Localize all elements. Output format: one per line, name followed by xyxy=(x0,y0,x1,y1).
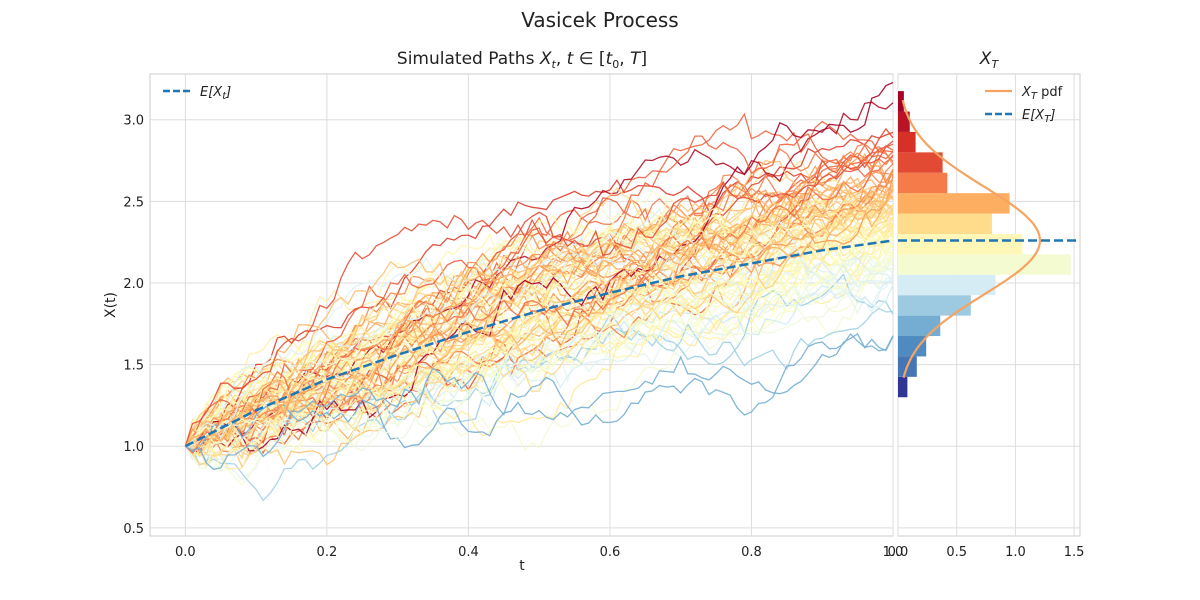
simulated-path xyxy=(185,256,894,453)
legend-terminal-mean-label: E[XT] xyxy=(1022,108,1055,125)
legend-pdf-label: XT pdf xyxy=(1021,85,1063,102)
main-panel-title: Simulated Paths Xt, t ∈ [t0, T] xyxy=(397,49,647,71)
main-y-tick-label: 0.5 xyxy=(123,522,144,537)
histogram-bar xyxy=(898,274,996,296)
simulated-path xyxy=(184,193,894,457)
simulated-path xyxy=(184,245,894,461)
terminal-pdf-curve xyxy=(901,99,1041,378)
histogram-bar xyxy=(898,91,904,112)
main-x-ticks: 0.0 0.2 0.4 0.6 0.8 1.0 xyxy=(175,545,903,560)
simulated-path xyxy=(184,182,894,469)
main-x-tick-label: 0.0 xyxy=(175,545,196,560)
histogram-bar xyxy=(898,336,927,357)
main-x-tick-label: 0.2 xyxy=(317,545,338,560)
main-y-tick-label: 1.0 xyxy=(123,440,144,455)
side-x-ticks: 0.0 0.5 1.0 1.5 xyxy=(888,545,1085,560)
side-x-tick-label: 1.5 xyxy=(1064,545,1085,560)
histogram-bar xyxy=(898,376,908,398)
simulated-path xyxy=(184,131,894,447)
main-y-axis-label: X(t) xyxy=(103,292,119,318)
main-x-tick-label: 0.6 xyxy=(600,545,621,560)
terminal-distribution-panel: 0.0 0.5 1.0 1.5 XT XT pdf E[XT] xyxy=(888,49,1085,560)
simulated-path xyxy=(184,177,894,447)
expected-path-line xyxy=(184,239,894,448)
simulated-path xyxy=(184,186,894,447)
main-x-tick-label: 0.8 xyxy=(741,545,762,560)
main-paths-panel: 0.0 0.2 0.4 0.6 0.8 1.0 0.5 1.0 1.5 2.0 2.5 3.0 Si… xyxy=(103,49,903,574)
simulated-path xyxy=(185,208,894,460)
histogram-bar xyxy=(898,172,948,194)
main-y-tick-label: 2.5 xyxy=(123,195,144,210)
histogram-bar xyxy=(898,295,971,316)
main-x-tick-label: 1.0 xyxy=(883,545,904,560)
histogram-bar xyxy=(898,233,1023,255)
simulated-path xyxy=(184,237,894,469)
simulated-path xyxy=(184,195,894,448)
simulated-path xyxy=(185,250,894,453)
simulated-path xyxy=(185,207,894,447)
histogram-bar xyxy=(898,152,943,173)
main-y-tick-label: 2.0 xyxy=(123,277,144,292)
histogram-bar xyxy=(898,131,916,153)
main-y-tick-label: 1.5 xyxy=(123,359,144,374)
simulated-path xyxy=(184,182,894,456)
main-x-tick-label: 0.4 xyxy=(458,545,479,560)
simulated-path xyxy=(184,127,894,447)
simulated-path xyxy=(184,143,894,453)
simulated-path xyxy=(184,207,894,447)
histogram-bar xyxy=(898,111,910,132)
simulated-path xyxy=(185,192,894,447)
simulated-path xyxy=(185,236,894,447)
main-y-tick-label: 3.0 xyxy=(123,114,144,129)
figure-suptitle: Vasicek Process xyxy=(521,8,678,32)
simulated-path xyxy=(185,266,894,449)
simulated-path xyxy=(185,224,894,447)
main-y-ticks: 0.5 1.0 1.5 2.0 2.5 3.0 xyxy=(123,114,144,537)
side-x-tick-label: 0.5 xyxy=(946,545,967,560)
simulated-path xyxy=(184,175,894,447)
histogram-bar xyxy=(898,213,992,234)
simulated-path xyxy=(185,81,894,452)
simulated-path xyxy=(184,201,894,458)
terminal-histogram xyxy=(898,91,1071,398)
simulated-path xyxy=(185,332,894,471)
histogram-bar xyxy=(898,254,1071,275)
main-x-axis-label: t xyxy=(519,558,525,574)
side-x-tick-label: 1.0 xyxy=(1005,545,1026,560)
histogram-bar xyxy=(898,315,941,337)
simulated-path xyxy=(184,152,894,447)
side-x-tick-label: 0.0 xyxy=(888,545,909,560)
simulated-paths xyxy=(184,81,894,502)
simulated-path xyxy=(184,133,894,447)
histogram-bar xyxy=(898,193,1010,214)
side-panel-title: XT xyxy=(979,49,1000,71)
main-plot-frame xyxy=(149,73,894,537)
legend-expected-label: E[Xt] xyxy=(200,85,231,102)
simulated-path xyxy=(184,140,894,447)
